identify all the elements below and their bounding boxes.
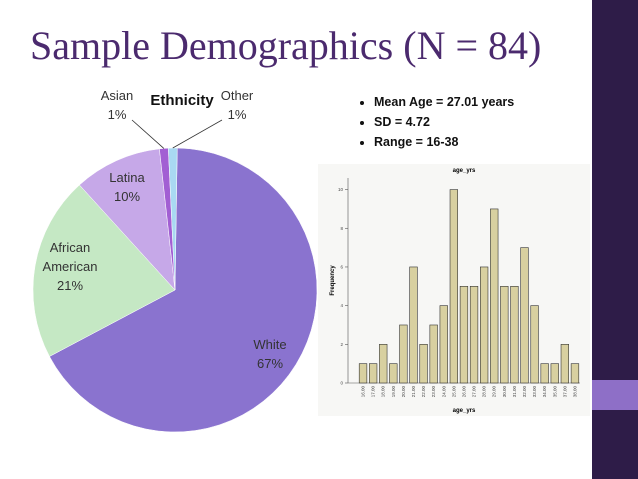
bar <box>560 344 569 384</box>
y-tick-label: 6 <box>340 264 343 269</box>
x-tick-label: 16.00 <box>361 386 366 398</box>
bar <box>399 324 408 384</box>
x-tick-label: 38.00 <box>572 386 577 398</box>
bar <box>469 286 479 384</box>
bar <box>570 363 580 384</box>
histogram-title: age_yrs <box>453 168 476 174</box>
pie-slice <box>79 148 176 291</box>
bullet: SD = 4.72 <box>374 112 514 132</box>
bar <box>510 286 519 384</box>
bar <box>439 305 448 384</box>
leader-line <box>172 119 223 149</box>
pie-slice <box>168 147 178 291</box>
bullet-list: Mean Age = 27.01 years SD = 4.72 Range =… <box>352 92 514 152</box>
y-tick-label: 10 <box>338 187 344 192</box>
pie-label: Asian <box>100 88 134 103</box>
x-tick-label: 30.00 <box>502 386 507 398</box>
bar <box>500 286 509 384</box>
x-tick-label: 32.00 <box>522 386 527 398</box>
bar <box>358 363 368 384</box>
x-tick-label: 33.00 <box>532 386 537 398</box>
bar <box>459 286 469 384</box>
bar <box>429 324 438 384</box>
y-axis-label: Frequency <box>330 265 336 296</box>
bar <box>480 266 489 384</box>
bar <box>540 363 549 384</box>
x-tick-label: 21.00 <box>411 386 416 398</box>
bullet: Range = 16-38 <box>374 132 514 152</box>
y-tick-label: 8 <box>340 226 343 231</box>
x-tick-label: 24.00 <box>441 386 446 398</box>
x-tick-label: 23.00 <box>431 386 436 398</box>
x-tick-label: 31.00 <box>512 386 517 398</box>
pie-value-label: 21% <box>56 278 84 293</box>
y-tick-label: 0 <box>340 381 343 386</box>
leader-line <box>131 119 165 149</box>
x-tick-label: 20.00 <box>401 386 406 398</box>
bar <box>369 363 378 384</box>
x-tick-label: 19.00 <box>391 386 396 398</box>
pie-value-label: 1% <box>227 107 247 122</box>
bar <box>490 208 499 384</box>
y-tick-label: 4 <box>340 303 343 308</box>
pie-value-label: 1% <box>107 107 127 122</box>
x-tick-label: 28.00 <box>482 386 487 398</box>
bullet: Mean Age = 27.01 years <box>374 92 514 112</box>
bar <box>389 363 398 384</box>
bar <box>419 344 428 384</box>
bar <box>409 266 418 384</box>
x-tick-label: 37.00 <box>562 386 567 398</box>
pie-value-label: 67% <box>256 356 284 371</box>
bar <box>530 305 539 384</box>
pie-label: African American <box>42 240 98 274</box>
x-axis-label: age_yrs <box>453 408 476 414</box>
x-tick-label: 26.00 <box>461 386 466 398</box>
x-tick-label: 17.00 <box>371 386 376 398</box>
bar <box>550 363 559 384</box>
pie-label: White <box>253 337 287 352</box>
x-tick-label: 25.00 <box>451 386 456 398</box>
pie-slice <box>49 147 318 433</box>
x-tick-label: 27.00 <box>472 386 477 398</box>
slide-title: Sample Demographics (N = 84) <box>30 23 542 68</box>
x-tick-label: 29.00 <box>492 386 497 398</box>
bar <box>449 189 458 384</box>
pie-value-label: 10% <box>113 189 141 204</box>
x-tick-label: 35.00 <box>552 386 557 398</box>
pie-title: Ethnicity <box>150 92 214 109</box>
pie-slice <box>32 184 176 357</box>
x-tick-label: 34.00 <box>542 386 547 398</box>
y-tick-label: 2 <box>340 342 343 347</box>
side-accent <box>592 380 638 410</box>
pie-label: Other <box>220 88 254 103</box>
bar <box>520 247 529 384</box>
pie-label: Latina <box>109 170 145 185</box>
x-tick-label: 18.00 <box>381 386 386 398</box>
x-tick-label: 22.00 <box>421 386 426 398</box>
bar <box>379 344 388 384</box>
